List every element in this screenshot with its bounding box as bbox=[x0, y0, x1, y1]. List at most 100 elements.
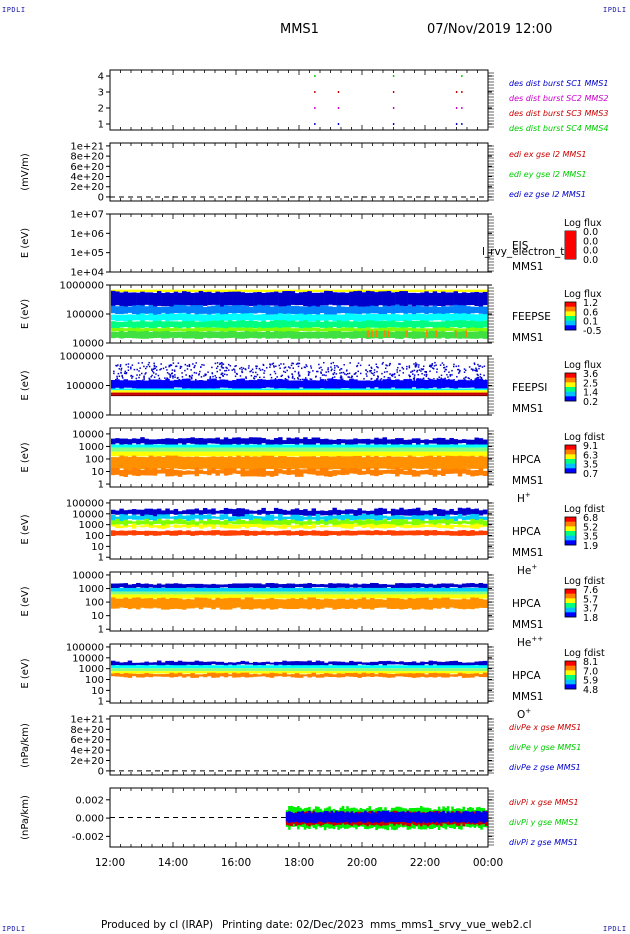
colorbar-tick-5-1: 6.3 bbox=[583, 450, 598, 461]
spectrogram-band-3 bbox=[374, 306, 379, 314]
spectrogram-band-8 bbox=[378, 668, 383, 672]
spectrogram-band-3 bbox=[240, 331, 245, 339]
spectrogram-band-4 bbox=[478, 390, 484, 393]
spectrogram-band-5 bbox=[357, 447, 362, 452]
spectrogram-band-3 bbox=[395, 331, 400, 339]
spectrogram-band-8 bbox=[165, 660, 170, 665]
spectrogram-band-5 bbox=[236, 437, 241, 446]
feepsi-speckle bbox=[278, 364, 280, 367]
spectrogram-band-6 bbox=[232, 521, 237, 525]
feepsi-speckle bbox=[148, 361, 150, 364]
spectrogram-band-7 bbox=[340, 587, 346, 592]
spectrogram-band-6 bbox=[273, 525, 279, 528]
spectrogram-band-5 bbox=[115, 467, 120, 475]
burst-marker bbox=[314, 123, 316, 125]
y-axis-label-3: E (eV) bbox=[20, 299, 31, 329]
feepsi-speckle bbox=[214, 375, 216, 377]
colorbar-step bbox=[565, 382, 576, 388]
feepsi-speckle bbox=[113, 370, 115, 373]
spectrogram-band-8 bbox=[257, 671, 262, 674]
spectrogram-band-3 bbox=[344, 306, 350, 315]
spectrogram-band-8 bbox=[299, 665, 304, 669]
spectrogram-band-7 bbox=[140, 587, 145, 592]
spectrogram-band-5 bbox=[286, 444, 291, 448]
species-charge-7: ++ bbox=[531, 635, 543, 643]
feepsi-speckle bbox=[209, 376, 212, 378]
feepsi-speckle bbox=[354, 372, 356, 375]
spectrogram-band-5 bbox=[240, 444, 245, 448]
feepsi-speckle bbox=[251, 368, 254, 371]
spectrogram-band-3 bbox=[273, 291, 279, 306]
burst-marker bbox=[392, 75, 395, 77]
spectrogram-band-6 bbox=[315, 530, 321, 536]
spectrogram-band-4 bbox=[470, 392, 475, 395]
spectrogram-band-6 bbox=[420, 530, 425, 536]
feepsi-speckle bbox=[317, 370, 319, 373]
spectrogram-band-5 bbox=[290, 444, 296, 448]
feepsi-speckle bbox=[306, 365, 308, 368]
spectrogram-band-7 bbox=[253, 591, 258, 595]
spectrogram-band-7 bbox=[294, 594, 300, 599]
spectrogram-band-3 bbox=[340, 289, 346, 292]
feepsi-speckle bbox=[258, 367, 261, 370]
spectrogram-band-8 bbox=[119, 671, 124, 674]
feepsi-speckle bbox=[398, 374, 400, 377]
spectrogram-band-3 bbox=[211, 292, 216, 305]
spectrogram-band-7 bbox=[378, 587, 383, 592]
spectrogram-band-6 bbox=[349, 514, 354, 521]
spectrogram-band-5 bbox=[127, 439, 133, 445]
spectrogram-band-3 bbox=[248, 331, 254, 338]
spectrogram-band-6 bbox=[248, 510, 254, 514]
spectrogram-band-7 bbox=[248, 587, 254, 592]
spectrogram-band-4 bbox=[127, 380, 133, 388]
spectrogram-band-5 bbox=[173, 455, 179, 469]
spectrogram-band-3 bbox=[420, 289, 425, 292]
spectrogram-band-8 bbox=[432, 661, 438, 665]
feepsi-speckle bbox=[291, 362, 293, 365]
spectrogram-band-7 bbox=[219, 598, 225, 610]
spectrogram-band-5 bbox=[140, 437, 145, 444]
spectrogram-band-3 bbox=[177, 289, 183, 292]
spectrogram-band-5 bbox=[115, 444, 120, 448]
feepsi-speckle bbox=[406, 365, 408, 368]
spectrogram-band-7 bbox=[136, 591, 141, 595]
spectrogram-band-6 bbox=[403, 530, 408, 536]
spectrogram-band-3 bbox=[215, 331, 220, 339]
spectrogram-band-3 bbox=[253, 314, 258, 321]
spectrogram-band-4 bbox=[173, 390, 179, 393]
spectrogram-band-8 bbox=[123, 665, 129, 669]
spectrogram-band-5 bbox=[470, 451, 475, 457]
spectrogram-band-5 bbox=[261, 468, 266, 477]
spectrogram-band-4 bbox=[278, 394, 283, 397]
spectrogram-band-8 bbox=[261, 668, 266, 672]
feepsi-speckle bbox=[207, 371, 209, 373]
colorbar-step bbox=[565, 661, 576, 666]
spectrogram-band-3 bbox=[453, 320, 459, 328]
spectrogram-band-7 bbox=[445, 597, 450, 609]
spectrogram-band-6 bbox=[303, 509, 308, 516]
spectrogram-band-3 bbox=[411, 292, 417, 307]
spectrogram-band-8 bbox=[248, 662, 254, 665]
spectrogram-band-6 bbox=[461, 508, 467, 516]
spectrogram-band-4 bbox=[374, 388, 379, 391]
spectrogram-band-7 bbox=[152, 584, 158, 588]
spectrogram-band-5 bbox=[415, 438, 421, 445]
spectrogram-band-3 bbox=[324, 305, 329, 315]
feepsi-speckle bbox=[177, 362, 180, 364]
feepsi-speckle bbox=[314, 376, 317, 378]
spectrogram-band-4 bbox=[111, 390, 116, 393]
spectrogram-band-5 bbox=[482, 439, 488, 445]
spectrogram-band-3 bbox=[407, 289, 413, 292]
feepsi-speckle bbox=[290, 364, 293, 367]
spectrogram-band-5 bbox=[420, 444, 425, 448]
spectrogram-band-7 bbox=[361, 591, 367, 595]
extra-label-2: l_rvy_electron_t bbox=[482, 246, 564, 258]
spectrogram-band-3 bbox=[169, 328, 174, 332]
spectrogram-band-8 bbox=[211, 668, 216, 672]
spectrogram-band-3 bbox=[453, 291, 459, 306]
spectrogram-band-8 bbox=[370, 668, 375, 672]
feepsi-speckle bbox=[188, 375, 191, 378]
spectrogram-band-7 bbox=[461, 594, 467, 599]
spectrogram-band-4 bbox=[370, 388, 375, 391]
spectrogram-band-8 bbox=[336, 671, 342, 674]
